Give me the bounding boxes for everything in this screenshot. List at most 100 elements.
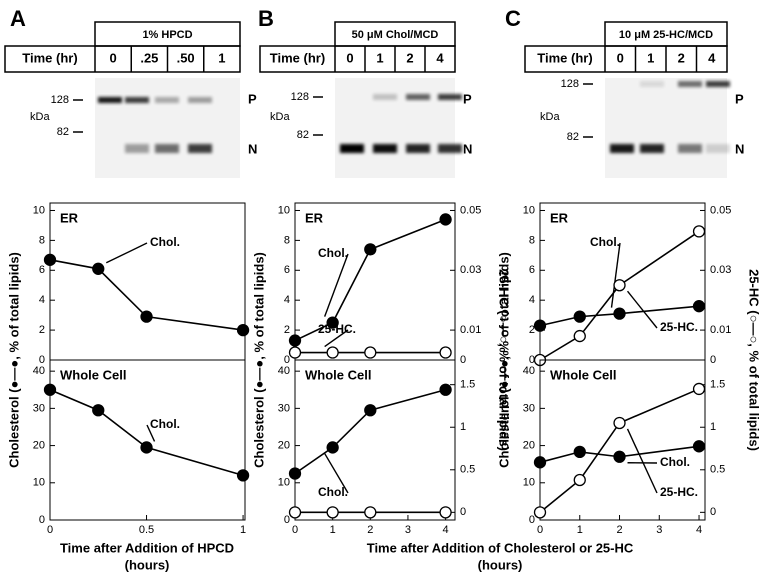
y-tick-label: 6 [529,264,535,276]
marker-label: 128 [561,78,579,90]
blot-band [406,144,430,153]
data-point [326,316,339,329]
x-axis-label: Time after Addition of Cholesterol or 25… [367,540,634,555]
y2-tick-label: 0 [710,506,716,518]
y-axis-label: Cholesterol (●—●, % of total lipids) [496,252,511,468]
data-point [573,329,586,343]
annotation-arrow [324,329,349,348]
data-point [439,213,452,226]
y2-tick-label: 0.03 [460,264,481,276]
data-point [613,416,626,430]
blot-band [125,97,149,103]
blot-band [706,144,730,153]
data-point [439,346,452,359]
time-label: Time (hr) [22,50,77,65]
y-tick-label: 20 [33,439,45,451]
blot-band [98,97,122,103]
y-tick-label: 6 [284,264,290,276]
blot-band [706,81,730,87]
y-tick-label: 40 [33,365,45,377]
y-tick-label: 20 [278,439,290,451]
y-tick-label: 40 [523,365,535,377]
blot-band [188,97,212,103]
data-point [573,473,586,487]
annotation-arrow [626,428,658,494]
x-tick-label: 1 [330,524,336,536]
data-point [439,506,452,519]
time-cell: 0 [617,50,624,65]
kda: kDa [270,111,290,123]
annotation-arrow [324,453,349,494]
y-tick-label: 4 [529,294,535,306]
data-point [236,469,250,482]
data-point [364,404,377,417]
x-tick-label: 1 [240,524,246,536]
y2-tick-label: 0 [460,506,466,518]
y-tick-label: 8 [39,234,45,246]
blot-band [678,81,702,87]
chart-title: ER [60,210,79,225]
y2-axis-label: 25-HC (○—○, % of total lipids) [497,269,512,451]
y2-tick-label: 0.5 [460,464,475,476]
y-tick-label: 4 [284,294,290,306]
time-cell: 4 [708,50,716,65]
annotation-arrow [146,424,156,442]
marker-label: 128 [291,91,309,103]
time-cell: .25 [140,50,158,65]
band-label: N [735,141,744,156]
data-point [533,506,547,519]
data-point [140,441,153,454]
treatment: 10 μM 25-HC/MCD [619,29,713,41]
series-annotation: 25-HC. [660,320,698,334]
time-cell: 0 [346,50,353,65]
y-tick-label: 10 [278,204,290,216]
series-line [539,388,700,513]
time-cell: 1 [376,50,383,65]
time-cell: 0 [110,50,117,65]
blot-band [406,94,430,100]
y2-tick-label: 0.01 [710,324,731,336]
y-tick-label: 10 [33,477,45,489]
series-annotation: 25-HC. [660,485,698,499]
blot-band [640,81,664,87]
marker-label: 82 [567,131,579,143]
blot-band [640,144,664,153]
time-cell: .50 [177,50,195,65]
data-point [92,404,105,417]
x-tick-label: 0 [47,524,53,536]
y-tick-label: 30 [33,402,45,414]
x-tick-label: 0 [292,524,298,536]
plot-frame [294,202,456,361]
y-tick-label: 10 [33,204,45,216]
band-label: N [463,141,472,156]
series-annotation: Chol. [150,235,180,249]
plot-frame [539,359,706,521]
series-annotation: Chol. [590,235,620,249]
y-tick-label: 0 [284,354,290,366]
blot [335,78,455,178]
plot-frame [294,359,456,521]
data-point [326,506,339,519]
table-cell [259,45,456,73]
data-point [533,456,547,469]
blot [95,78,240,178]
data-point [533,319,547,332]
y2-tick-label: 1 [710,421,716,433]
y2-tick-label: 1.5 [710,379,725,391]
band-label: P [735,91,744,106]
data-point [692,225,706,238]
series-line [539,305,700,327]
data-point [236,323,250,337]
y-tick-label: 10 [278,477,290,489]
kda: kDa [30,111,50,123]
blot-band [125,144,149,153]
time-cell: 2 [678,50,685,65]
blot [605,78,727,178]
data-point [326,346,339,359]
data-point [288,506,302,519]
annotation-arrow [323,253,349,317]
y2-axis-label: 25-HC (○—○, % of total lipids) [747,269,762,451]
series-annotation: Chol. [318,485,348,499]
series-line [294,218,446,342]
data-point [288,467,302,480]
